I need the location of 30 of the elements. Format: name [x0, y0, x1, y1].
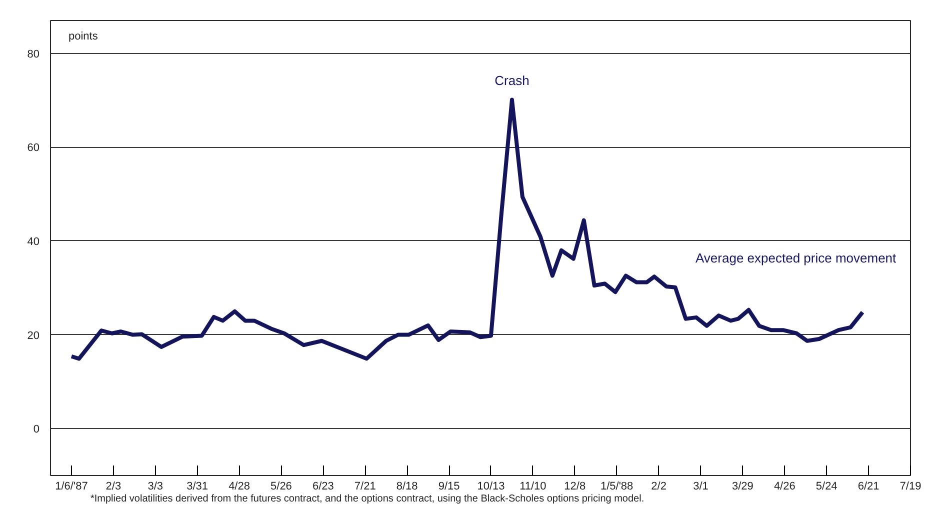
y-tick-label: 80: [27, 48, 40, 60]
x-tick-label: 3/29: [732, 480, 754, 492]
x-tick-label: 1/5/'88: [600, 480, 634, 492]
x-tick-label: 2/3: [106, 480, 122, 492]
x-tick-label: 11/10: [520, 480, 546, 492]
y-axis-title: points: [68, 30, 98, 42]
annotation: Average expected price movement: [696, 250, 897, 266]
x-tick-label: 2/2: [651, 480, 666, 492]
y-tick-label: 0: [33, 424, 40, 436]
x-tick-label: 4/26: [774, 480, 796, 492]
x-tick-label: 1/6/'87: [55, 480, 88, 492]
x-tick-label: 3/31: [186, 480, 208, 492]
x-tick-label: 3/1: [693, 480, 708, 492]
x-tick-label: 9/15: [438, 480, 460, 492]
x-tick-label: 5/24: [816, 480, 838, 492]
x-tick-label: 8/18: [396, 480, 418, 492]
text: *Implied volatilities derived from the futures contract, and the options contract, using the Black-Scholes options pricing model.: [90, 494, 644, 504]
x-tick-label: 7/19: [900, 480, 922, 492]
x-tick-label: 5/26: [270, 480, 292, 492]
y-tick-label: 40: [27, 236, 40, 248]
x-tick-label: 12/8: [564, 480, 586, 492]
annotation: Crash: [494, 72, 530, 88]
x-tick-label: 7/21: [354, 480, 376, 492]
x-tick-label: 3/3: [148, 480, 164, 492]
x-tick-label: 6/23: [312, 480, 334, 492]
x-tick-label: 6/21: [858, 480, 880, 492]
y-tick-label: 20: [27, 330, 40, 342]
y-tick-label: 60: [27, 142, 40, 154]
x-tick-label: 4/28: [228, 480, 250, 492]
x-tick-label: 10/13: [477, 480, 505, 492]
